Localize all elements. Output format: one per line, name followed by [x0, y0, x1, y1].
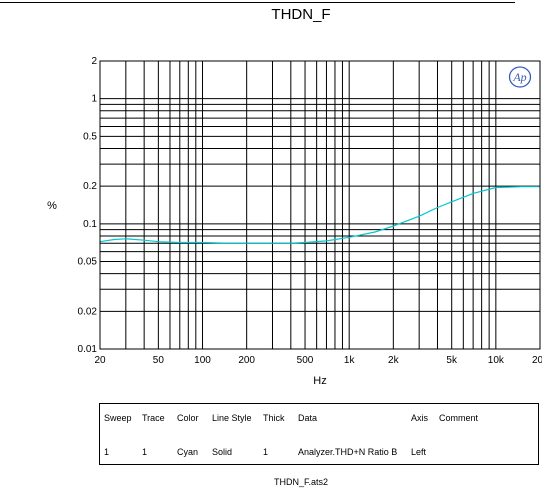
x-tick-label: 100	[194, 355, 211, 366]
grid	[100, 61, 540, 349]
legend-table: Sweep Trace Color Line Style Thick Data Axis Co…	[99, 403, 539, 465]
y-tick-label: 0.02	[78, 306, 98, 317]
legend-header-sweep: Sweep	[104, 413, 132, 423]
tick-labels: 20 50 100 200 500 1k 2k 5k 10k 20k 0.01 0.02 0.05 0.1…	[78, 56, 542, 366]
thdn-chart: 20 50 100 200 500 1k 2k 5k 10k 20k 0.01 0.02 0.05 0.1…	[47, 56, 542, 387]
plot-frame	[99, 60, 541, 350]
y-tick-label: 0.5	[83, 131, 97, 142]
y-tick-label: 0.05	[78, 257, 98, 268]
legend-header-trace: Trace	[142, 413, 165, 423]
x-tick-label: 500	[297, 355, 314, 366]
x-tick-label: 50	[153, 355, 165, 366]
traces	[99, 186, 540, 244]
ap-logo-icon: Ap	[508, 66, 532, 88]
legend-cell: Left	[411, 447, 427, 457]
y-tick-label: 0.01	[78, 344, 98, 355]
legend-header-thick: Thick	[263, 413, 285, 423]
legend-cell: 1	[142, 447, 148, 457]
y-tick-label: 1	[91, 94, 97, 105]
legend-cell: 1	[104, 447, 110, 457]
legend-header-axis: Axis	[411, 413, 429, 423]
y-axis-label: %	[47, 200, 57, 212]
legend-header-line-style: Line Style	[212, 413, 252, 423]
x-tick-label: 20	[94, 355, 106, 366]
y-tick-label: 0.2	[83, 181, 97, 192]
legend-header-data: Data	[298, 413, 318, 423]
footer-filename: THDN_F.ats2	[273, 477, 328, 487]
legend-header-color: Color	[177, 413, 199, 423]
thdn-trace-line	[99, 186, 540, 244]
y-tick-label: 2	[91, 56, 97, 67]
x-tick-label: 20k	[532, 355, 542, 366]
legend-cell: 1	[263, 447, 269, 457]
legend-cell: Solid	[212, 447, 233, 457]
y-tick-label: 0.1	[83, 219, 97, 230]
x-axis-label: Hz	[313, 375, 326, 387]
legend-cell: Cyan	[177, 447, 199, 457]
legend-header-comment: Comment	[439, 413, 479, 423]
x-tick-label: 5k	[446, 355, 458, 366]
legend-cell: Analyzer.THD+N Ratio B	[298, 447, 398, 457]
x-tick-label: 2k	[388, 355, 400, 366]
chart-title: THDN_F	[271, 6, 331, 23]
ap-logo-text: Ap	[512, 70, 526, 84]
top-rule	[0, 2, 515, 3]
x-tick-label: 200	[238, 355, 255, 366]
x-tick-label: 1k	[344, 355, 356, 366]
x-tick-label: 10k	[488, 355, 505, 366]
